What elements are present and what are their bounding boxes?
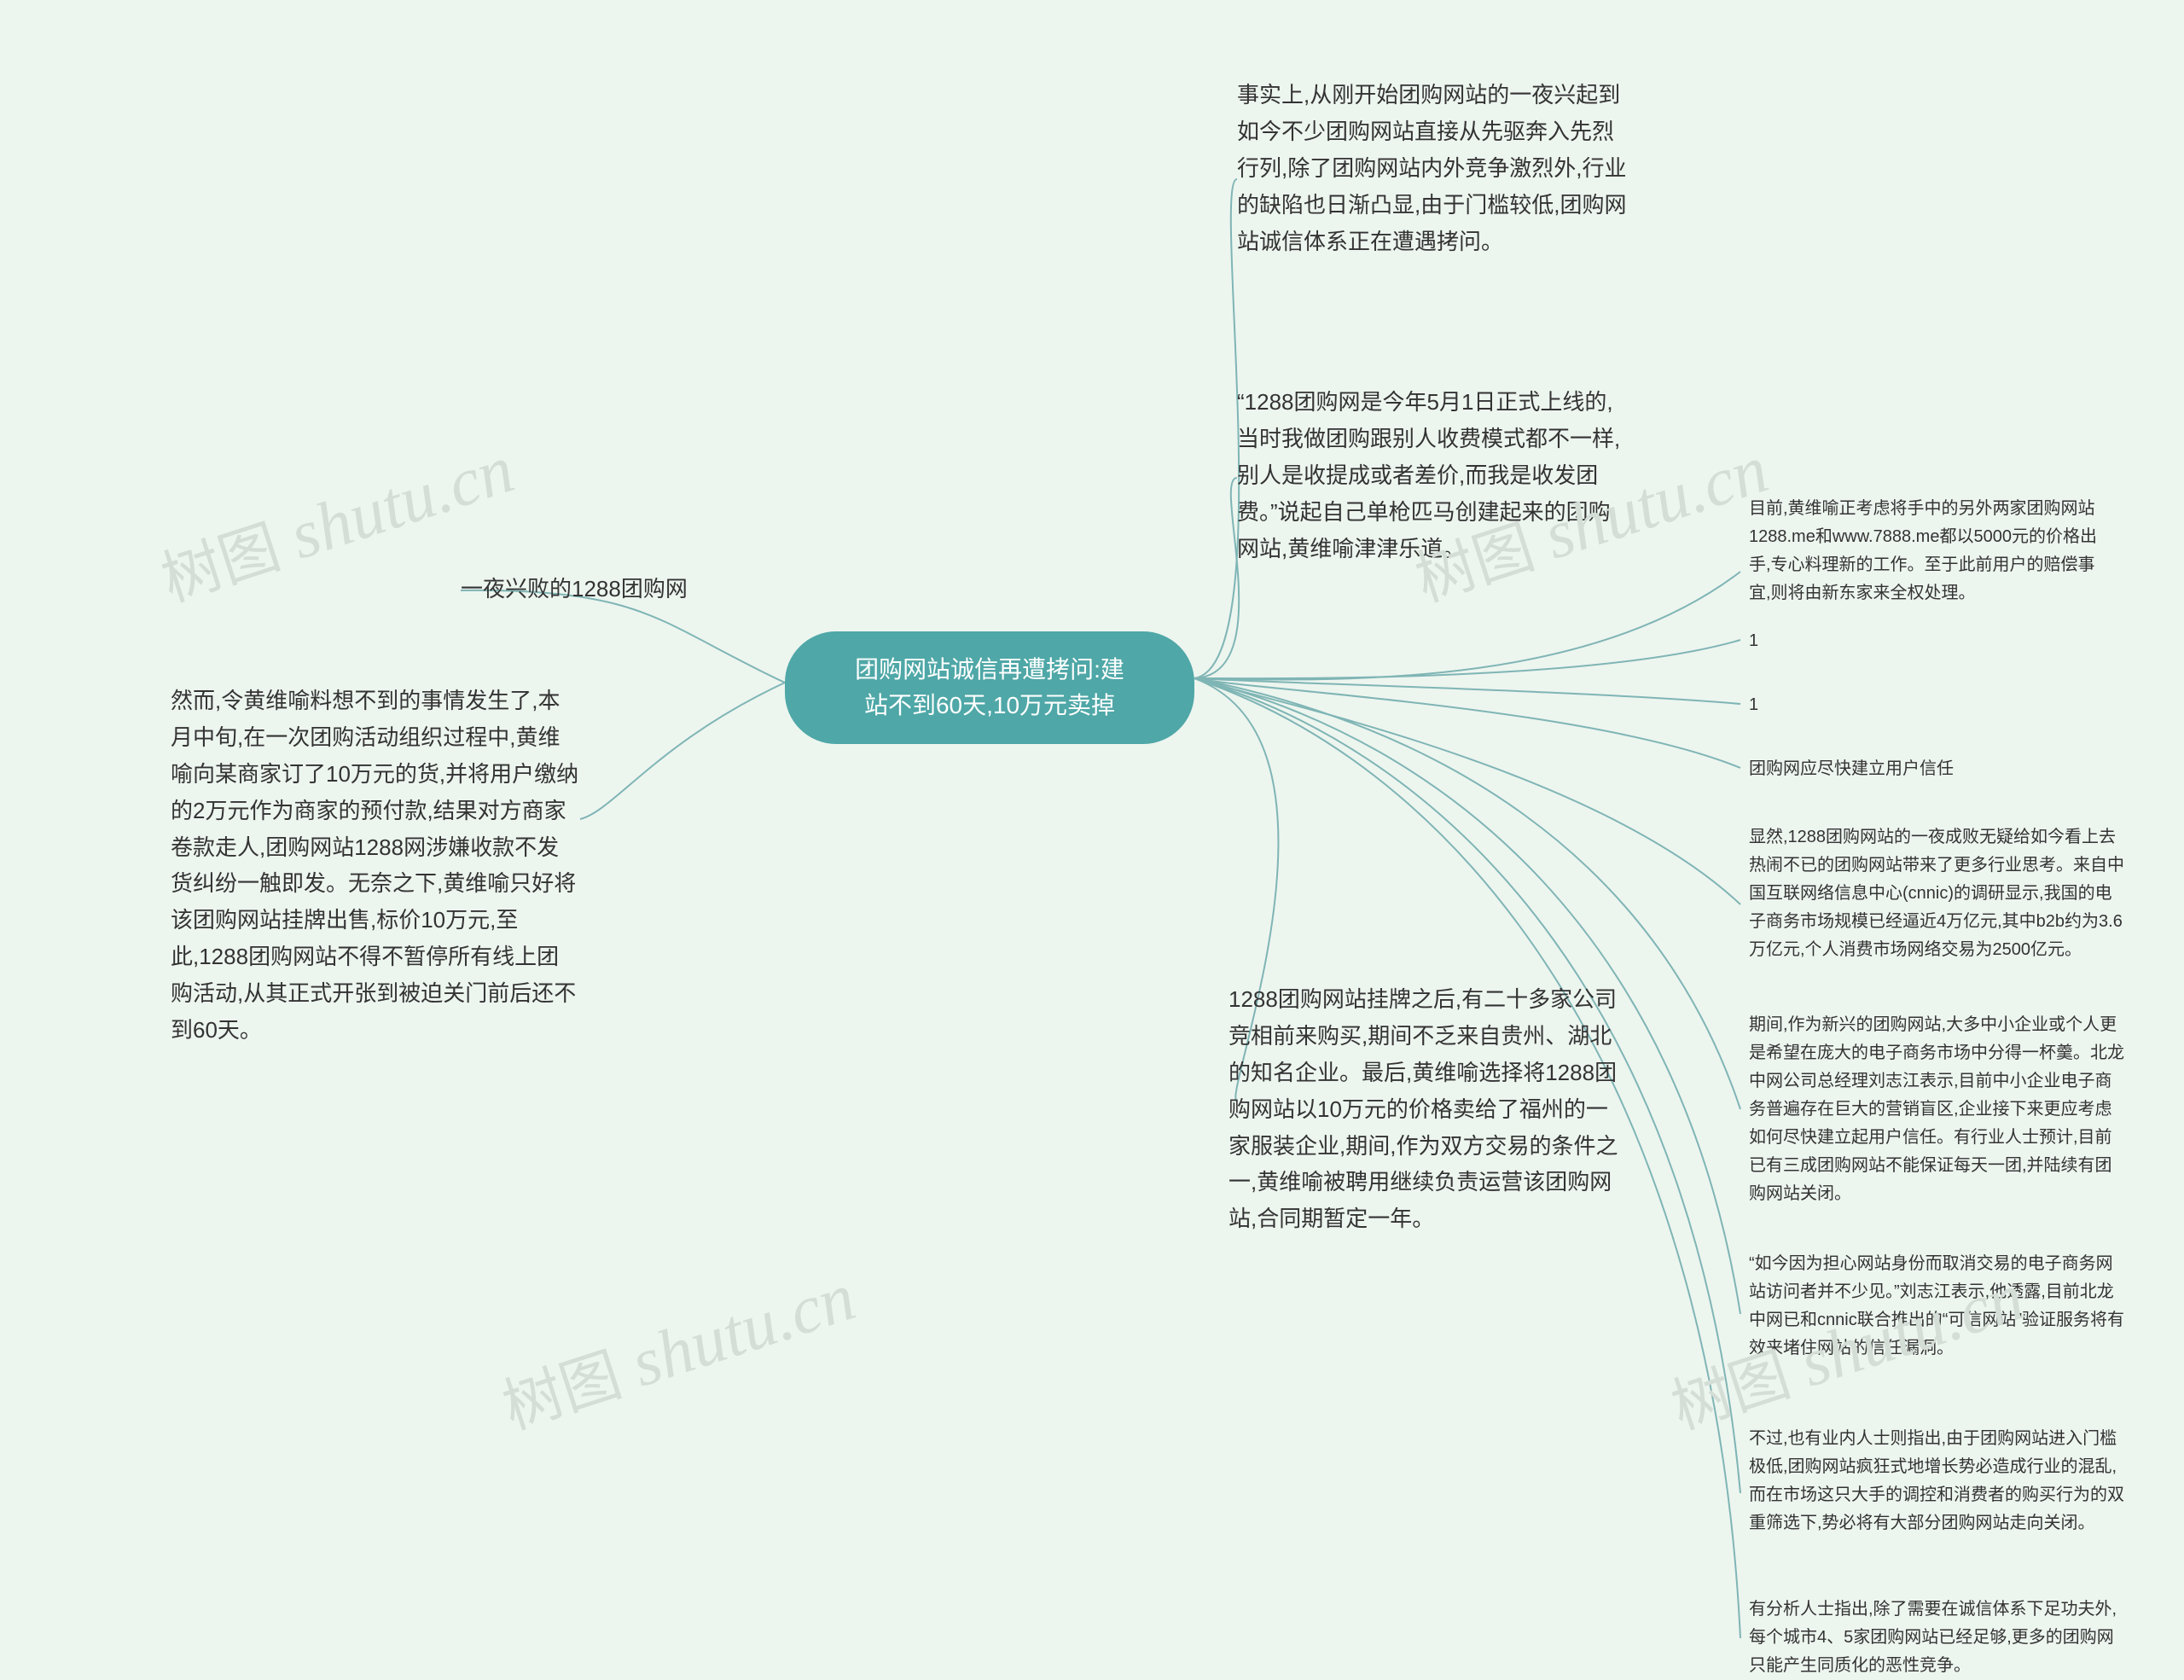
far-right-4: 显然,1288团购网站的一夜成败无疑给如今看上去热闹不已的团购网站带来了更多行业… (1749, 823, 2124, 964)
far-right-0: 目前,黄维喻正考虑将手中的另外两家团购网站1288.me和www.7888.me… (1749, 495, 2116, 607)
right-top-0: 事实上,从刚开始团购网站的一夜兴起到如今不少团购网站直接从先驱奔入先烈行列,除了… (1237, 77, 1629, 259)
far-right-6: “如今因为担心网站身份而取消交易的电子商务网站访问者并不少见。”刘志江表示,他透… (1749, 1250, 2124, 1363)
right-bottom: 1288团购网站挂牌之后,有二十多家公司竞相前来购买,期间不乏来自贵州、湖北的知… (1228, 981, 1629, 1237)
central-line2: 站不到60天,10万元卖掉 (864, 692, 1115, 718)
far-right-5: 期间,作为新兴的团购网站,大多中小企业或个人更是希望在庞大的电子商务市场中分得一… (1749, 1011, 2124, 1208)
central-line1: 团购网站诚信再遭拷问:建 (855, 656, 1124, 683)
far-right-3: 团购网应尽快建立用户信任 (1749, 755, 2107, 783)
far-right-8: 有分析人士指出,除了需要在诚信体系下足功夫外,每个城市4、5家团购网站已经足够,… (1749, 1596, 2124, 1680)
far-right-1: 1 (1749, 627, 2107, 655)
right-top-1: “1288团购网是今年5月1日正式上线的,当时我做团购跟别人收费模式都不一样,别… (1237, 384, 1629, 567)
far-right-2: 1 (1749, 691, 2107, 719)
left-heading: 一夜兴败的1288团购网 (461, 572, 688, 603)
far-right-7: 不过,也有业内人士则指出,由于团购网站进入门槛极低,团购网站疯狂式地增长势必造成… (1749, 1425, 2124, 1538)
left-body: 然而,令黄维喻料想不到的事情发生了,本月中旬,在一次团购活动组织过程中,黄维喻向… (171, 683, 580, 1049)
watermark-2: 树图 shutu.cn (491, 1251, 865, 1445)
central-node: 团购网站诚信再遭拷问:建 站不到60天,10万元卖掉 (785, 631, 1194, 744)
